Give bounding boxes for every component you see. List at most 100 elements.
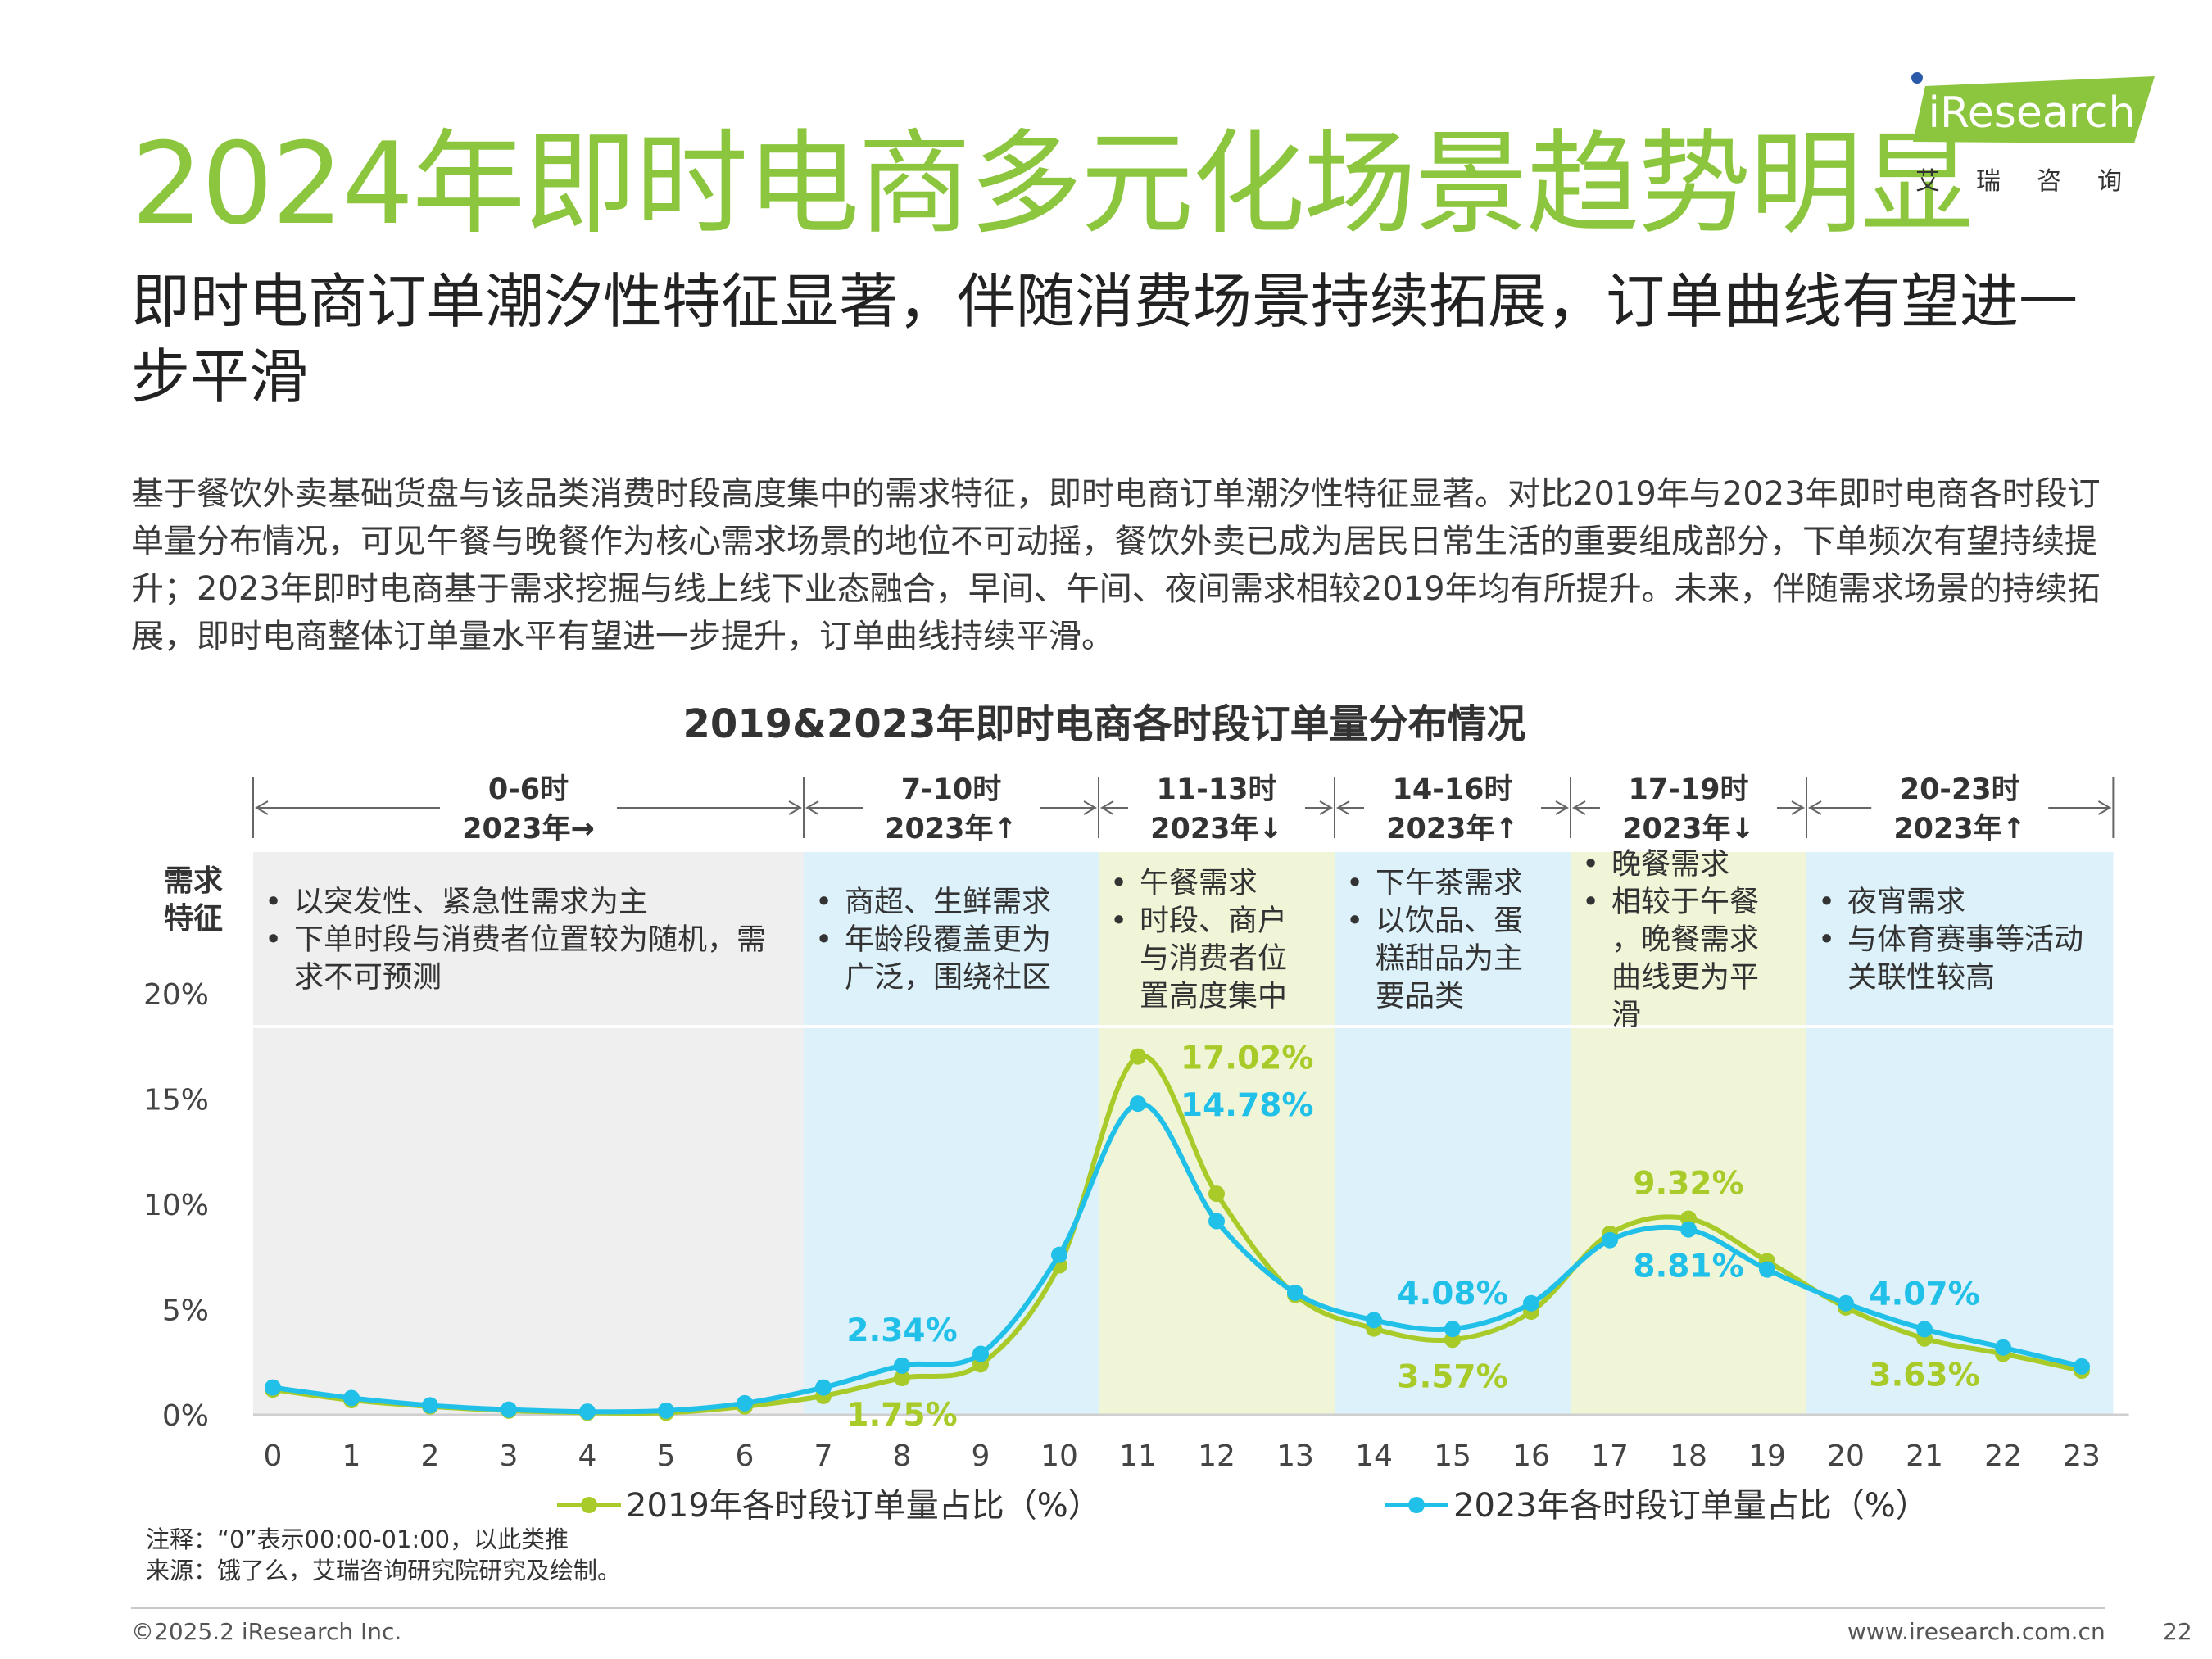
range-arrowhead <box>1083 800 1098 815</box>
feature-text: 曲线更为平 <box>1611 961 1759 995</box>
data-label: 2.34% <box>846 1312 957 1349</box>
x-tick-label: 22 <box>1984 1439 2022 1473</box>
data-point <box>422 1397 438 1414</box>
feature-text: 关联性较高 <box>1847 961 1995 995</box>
data-point <box>737 1394 753 1412</box>
bullet-icon: • <box>1110 867 1127 900</box>
segment-background <box>1806 852 2114 1415</box>
logo-badge <box>1913 76 2155 143</box>
x-tick-label: 15 <box>1434 1439 1471 1473</box>
chart-title: 2019&2023年即时电商各时段订单量分布情况 <box>682 701 1525 747</box>
segment-background <box>804 852 1099 1415</box>
website-link[interactable]: www.iresearch.com.cn <box>1847 1618 2105 1645</box>
note-text: 注释：“0”表示00:00-01:00，以此类推 <box>146 1525 569 1553</box>
data-point <box>894 1357 910 1374</box>
bullet-icon: • <box>265 923 282 957</box>
y-tick-label: 20% <box>143 978 209 1012</box>
data-point <box>1759 1261 1775 1278</box>
range-arrowhead <box>2097 800 2112 815</box>
legend-marker <box>1408 1497 1425 1513</box>
feature-text: 要品类 <box>1376 980 1464 1013</box>
x-tick-label: 10 <box>1040 1439 1078 1473</box>
data-point <box>343 1389 360 1407</box>
data-label: 14.78% <box>1181 1087 1313 1124</box>
chart-notes: 注释：“0”表示00:00-01:00，以此类推 来源：饿了么，艾瑞咨询研究院研… <box>146 1524 621 1586</box>
x-tick-label: 2 <box>421 1439 440 1473</box>
x-tick-label: 12 <box>1198 1439 1235 1473</box>
range-arrowhead <box>1791 800 1806 815</box>
data-label: 17.02% <box>1181 1040 1313 1077</box>
bullet-icon: • <box>265 886 282 919</box>
data-point <box>1444 1321 1461 1338</box>
segment-range-label: 17-19时 <box>1629 773 1749 806</box>
x-tick-label: 5 <box>657 1439 676 1473</box>
source-text: 来源：饿了么，艾瑞咨询研究院研究及绘制。 <box>146 1557 622 1584</box>
bullet-icon: • <box>1582 848 1599 882</box>
x-tick-label: 0 <box>264 1439 283 1473</box>
x-tick-label: 21 <box>1906 1439 1943 1473</box>
data-label: 4.08% <box>1397 1276 1507 1312</box>
segment-trend-label: 2023年↓ <box>1150 813 1283 845</box>
footer-divider <box>131 1607 2105 1609</box>
feature-text: 求不可预测 <box>294 961 442 995</box>
x-tick-label: 13 <box>1276 1439 1314 1473</box>
segment-background <box>1099 852 1335 1415</box>
feature-text: 下单时段与消费者位置较为随机，需 <box>294 923 766 957</box>
data-point <box>1130 1095 1146 1113</box>
feature-row-label: 需求 <box>164 864 223 898</box>
feature-text: 年龄段覆盖更为 <box>845 923 1051 957</box>
x-tick-label: 19 <box>1748 1439 1786 1473</box>
data-label: 3.63% <box>1869 1358 1979 1394</box>
segment-trend-label: 2023年↓ <box>1622 813 1755 845</box>
x-tick-label: 17 <box>1591 1439 1629 1473</box>
x-tick-label: 18 <box>1670 1439 1707 1473</box>
feature-text: 时段、商户 <box>1140 904 1287 938</box>
subtitle: 即时电商订单潮汐性特征显著，伴随消费场景持续拓展，订单曲线有望进一步平滑 <box>131 267 2078 411</box>
feature-text: 广泛，围绕社区 <box>845 961 1051 995</box>
data-point <box>1602 1231 1618 1249</box>
data-point <box>1051 1246 1067 1263</box>
feature-row-label: 特征 <box>164 902 223 936</box>
data-point <box>2074 1358 2090 1375</box>
x-tick-label: 16 <box>1512 1439 1550 1473</box>
range-arrowhead <box>1555 800 1570 815</box>
segment-range-label: 0-6时 <box>488 773 569 806</box>
data-point <box>1208 1213 1225 1230</box>
segment-range-label: 14-16时 <box>1393 773 1513 806</box>
feature-text: ，晚餐需求 <box>1611 923 1759 957</box>
body-text: 基于餐饮外卖基础货盘与该品类消费时段高度集中的需求特征，即时电商订单潮汐性特征显… <box>131 475 2101 655</box>
bullet-icon: • <box>1346 904 1363 938</box>
data-point <box>1130 1048 1146 1065</box>
data-point <box>815 1379 832 1396</box>
segment-trend-label: 2023年↑ <box>885 813 1018 845</box>
feature-text: 以饮品、蛋 <box>1376 904 1523 938</box>
page-title: 2024年即时电商多元化场景趋势明显 <box>131 118 1974 250</box>
range-arrowhead <box>788 800 803 815</box>
range-arrowhead <box>1099 800 1114 815</box>
data-point <box>579 1403 596 1421</box>
bullet-icon: • <box>815 886 832 919</box>
legend-marker <box>581 1497 597 1513</box>
feature-text: 下午茶需求 <box>1376 867 1523 900</box>
segment-trend-label: 2023年↑ <box>1893 813 2026 845</box>
data-point <box>1366 1312 1382 1329</box>
segment-background <box>1571 852 1806 1415</box>
data-label: 8.81% <box>1633 1249 1743 1285</box>
bullet-icon: • <box>1818 886 1835 919</box>
data-point <box>1287 1284 1303 1301</box>
copyright: ©2025.2 iResearch Inc. <box>131 1618 402 1645</box>
legend-label: 2019年各时段订单量占比（%） <box>626 1487 1101 1525</box>
x-tick-label: 9 <box>972 1439 990 1473</box>
logo-text: iResearch <box>1929 88 2136 138</box>
data-point <box>1208 1185 1225 1203</box>
x-tick-label: 7 <box>814 1439 833 1473</box>
data-point <box>265 1379 281 1396</box>
segment-trend-label: 2023年→ <box>462 813 595 845</box>
feature-text: 晚餐需求 <box>1611 848 1729 882</box>
iresearch-logo: iResearch <box>1911 72 2155 143</box>
data-label: 9.32% <box>1633 1165 1743 1202</box>
logo-dot <box>1911 72 1923 84</box>
feature-text: 午餐需求 <box>1140 867 1258 900</box>
x-tick-label: 14 <box>1355 1439 1393 1473</box>
segment-background <box>253 852 804 1415</box>
